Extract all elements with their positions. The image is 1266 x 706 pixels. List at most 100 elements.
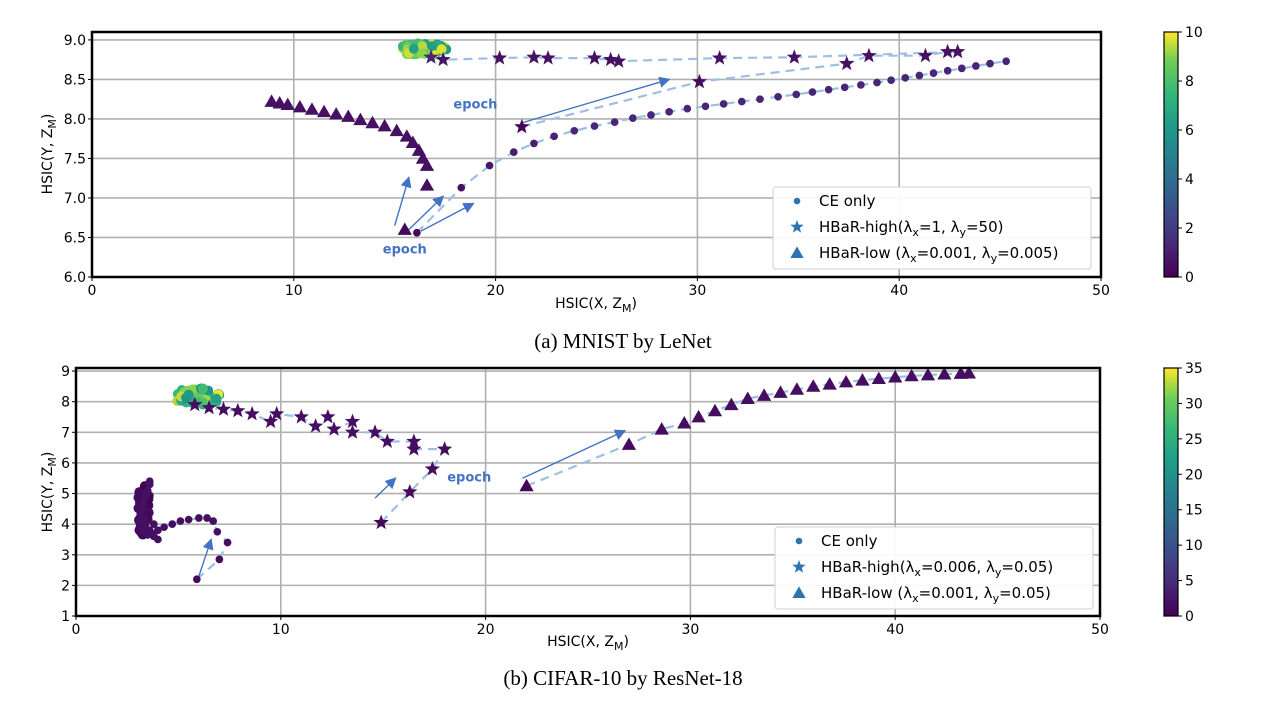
- colorbar: 0 2 4 6 8 10: [1163, 25, 1203, 286]
- x-tick-label: 40: [886, 622, 904, 638]
- legend-box: [772, 186, 1092, 270]
- data-point: [871, 371, 886, 385]
- data-point: [724, 397, 739, 411]
- legend-marker-star: [792, 560, 806, 573]
- data-point: [943, 66, 952, 75]
- y-tick-label: 3: [61, 548, 70, 564]
- data-point: [822, 377, 837, 390]
- data-point: [143, 486, 152, 495]
- data-point: [628, 114, 637, 122]
- axis-label-close: ): [623, 634, 628, 650]
- x-tick-label: 10: [285, 283, 303, 299]
- data-point: [839, 55, 855, 71]
- data-point: [621, 437, 637, 450]
- data-point: [269, 405, 285, 421]
- data-point: [957, 64, 966, 73]
- data-point: [840, 83, 849, 92]
- data-point: [1002, 57, 1011, 66]
- legend-label-mid: =0.006, λ: [921, 558, 995, 576]
- axis-label-subscript: M: [46, 457, 59, 467]
- data-point: [887, 76, 895, 85]
- y-tick-label: 4: [61, 517, 70, 533]
- data-point: [149, 520, 158, 528]
- data-point: [209, 517, 218, 525]
- data-point: [154, 535, 162, 544]
- data-point: [570, 126, 579, 135]
- legend-label-sub: x: [912, 592, 919, 605]
- legend-label-prefix: HBaR-high(λ: [819, 218, 913, 236]
- data-point: [774, 92, 782, 101]
- data-point: [665, 107, 673, 116]
- data-point: [792, 90, 801, 99]
- legend-label: HBaR-high(λx=0.006, λy=0.05): [821, 558, 1053, 579]
- data-point: [292, 99, 307, 113]
- axis-label-text: HSIC(X, Z: [555, 296, 622, 312]
- axis-label-close: ): [40, 114, 56, 119]
- series-path-hbar-low: [526, 372, 969, 487]
- data-point: [187, 396, 203, 412]
- data-point: [530, 139, 538, 148]
- data-point: [145, 526, 154, 535]
- axis-label-text: HSIC(Y, Z: [40, 467, 56, 533]
- data-point: [244, 405, 260, 421]
- data-point: [195, 514, 203, 522]
- legend-label-mid: =50): [966, 218, 1004, 236]
- data-point: [950, 43, 966, 59]
- series-hbar-high: [187, 396, 453, 530]
- legend-label: CE only: [821, 532, 878, 550]
- data-point: [308, 418, 324, 433]
- data-point: [888, 370, 903, 383]
- colorbar-tick-label: 0: [1185, 270, 1194, 286]
- data-point: [586, 50, 603, 65]
- y-tick-label: 8.0: [64, 112, 86, 128]
- data-point: [413, 228, 421, 237]
- epoch-arrow: [394, 176, 412, 226]
- data-point: [786, 49, 802, 64]
- data-point: [320, 409, 336, 424]
- colorbar-tick-label: 20: [1185, 467, 1203, 483]
- data-point: [683, 104, 692, 113]
- legend-label-mid: =0.001, λ: [917, 244, 991, 262]
- epoch-arrow: [374, 477, 397, 499]
- data-point: [424, 461, 440, 476]
- colorbar-tick-label: 5: [1185, 574, 1194, 590]
- data-point: [915, 71, 924, 80]
- data-point: [198, 383, 208, 394]
- data-point: [437, 441, 453, 456]
- y-tick-label: 7: [61, 425, 70, 441]
- data-point: [203, 514, 211, 522]
- data-point: [526, 49, 542, 64]
- legend-box: [774, 526, 1094, 610]
- data-point: [406, 441, 422, 456]
- data-point: [610, 118, 619, 126]
- epoch-arrow: [420, 202, 475, 232]
- legend-marker-triangle: [792, 586, 806, 598]
- data-point: [773, 385, 788, 398]
- x-tick-label: 10: [272, 622, 290, 638]
- data-point: [756, 95, 764, 104]
- data-point: [603, 51, 619, 67]
- legend-label-sub: y: [995, 566, 1002, 579]
- data-point: [647, 111, 655, 119]
- colorbar-tick-label: 10: [1185, 25, 1203, 41]
- data-point: [824, 85, 833, 94]
- data-point: [326, 421, 342, 436]
- data-point: [435, 51, 451, 67]
- legend-label: CE only: [819, 192, 876, 210]
- data-point: [590, 122, 599, 130]
- legend-label-sub: y: [959, 226, 966, 239]
- series-ce-only: [135, 477, 232, 584]
- data-point: [139, 498, 148, 507]
- data-point: [316, 104, 332, 118]
- colorbar-tick-label: 30: [1185, 396, 1203, 412]
- data-point: [757, 388, 772, 401]
- data-point: [808, 88, 817, 96]
- legend-label-mid: =0.05): [1001, 558, 1053, 576]
- data-point: [691, 409, 706, 423]
- data-point: [137, 504, 146, 513]
- legend-label-prefix: HBaR-low (λ: [819, 244, 910, 262]
- legend-label-prefix: HBaR-high(λ: [821, 558, 915, 576]
- plot-frame: [90, 30, 1103, 279]
